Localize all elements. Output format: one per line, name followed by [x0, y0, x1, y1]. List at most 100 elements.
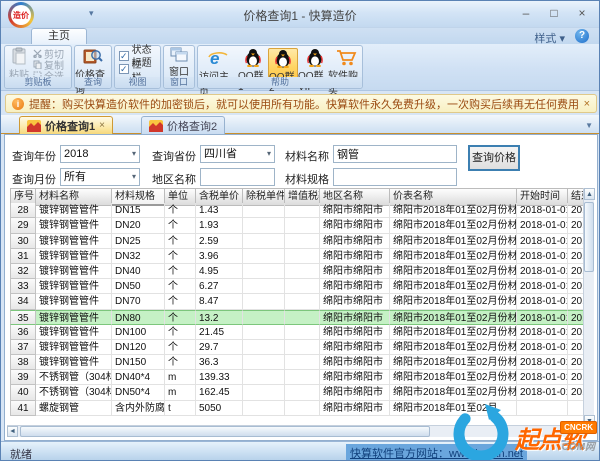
table-cell[interactable]: 绵阳市绵阳市 — [320, 355, 390, 371]
table-cell[interactable] — [285, 218, 320, 234]
table-cell[interactable]: DN20 — [112, 218, 165, 234]
column-header[interactable]: 价表名称 — [390, 188, 517, 206]
table-cell[interactable]: DN40*4 — [112, 370, 165, 386]
table-cell[interactable]: 绵阳市2018年01至02月 — [390, 400, 517, 416]
table-cell[interactable] — [285, 233, 320, 249]
row-number-cell[interactable]: 32 — [10, 263, 36, 280]
scroll-left-icon[interactable]: ◄ — [7, 426, 18, 437]
table-cell[interactable]: DN40 — [112, 263, 165, 280]
scroll-down-icon[interactable]: ▼ — [584, 415, 595, 427]
table-cell[interactable] — [243, 385, 285, 401]
visit-homepage-button[interactable]: e 访问主页 — [199, 48, 237, 98]
table-row[interactable]: 38 镀锌钢管管件 DN150 个 36.3 绵阳市绵阳市 绵阳市2018年01至02月份材… — [10, 355, 585, 371]
vertical-scrollbar[interactable]: ▲ ▼ — [583, 188, 595, 427]
table-cell[interactable]: 镀锌钢管管件 — [36, 309, 112, 325]
table-cell[interactable] — [285, 400, 320, 416]
table-cell[interactable]: 2018-01-01 — [517, 370, 568, 386]
column-header[interactable]: 材料规格 — [112, 188, 165, 206]
table-cell[interactable] — [285, 324, 320, 340]
table-cell[interactable]: 绵阳市2018年01至02月份材料信息 — [390, 370, 517, 386]
table-cell[interactable]: 不锈钢管（304材... — [36, 385, 112, 401]
table-cell[interactable]: 绵阳市绵阳市 — [320, 370, 390, 386]
table-cell[interactable] — [243, 400, 285, 416]
title-bar-checkbox[interactable]: ✓ 标题栏 — [119, 57, 152, 84]
table-cell[interactable] — [243, 294, 285, 310]
table-cell[interactable]: 个 — [165, 263, 196, 280]
table-cell[interactable] — [285, 355, 320, 371]
table-cell[interactable]: DN32 — [112, 248, 165, 264]
month-select[interactable]: 所有 ▾ — [60, 168, 140, 186]
table-cell[interactable] — [243, 309, 285, 325]
table-cell[interactable]: DN25 — [112, 233, 165, 249]
table-cell[interactable]: m — [165, 370, 196, 386]
row-number-cell[interactable]: 37 — [10, 339, 36, 356]
quick-access-toolbar-icon[interactable]: ▾ — [89, 8, 94, 18]
table-cell[interactable]: 个 — [165, 324, 196, 340]
table-cell[interactable]: 个 — [165, 294, 196, 310]
table-cell[interactable]: 螺旋钢管 — [36, 400, 112, 416]
table-cell[interactable]: 2018-01-01 — [517, 248, 568, 264]
price-query-button[interactable]: 价格查询 — [75, 47, 111, 96]
table-cell[interactable]: 镀锌钢管管件 — [36, 248, 112, 264]
material-spec-input[interactable] — [333, 168, 457, 186]
table-cell[interactable] — [243, 233, 285, 249]
column-header[interactable]: 地区名称 — [320, 188, 390, 206]
tab-list-dropdown-icon[interactable]: ▼ — [585, 121, 593, 130]
table-cell[interactable]: 8.47 — [196, 294, 243, 310]
table-cell[interactable]: 镀锌钢管管件 — [36, 324, 112, 340]
row-number-cell[interactable]: 30 — [10, 233, 36, 249]
table-cell[interactable]: 绵阳市绵阳市 — [320, 309, 390, 325]
table-cell[interactable]: 139.33 — [196, 370, 243, 386]
style-dropdown[interactable]: 样式 ▾ — [534, 33, 565, 45]
row-number-cell[interactable]: 39 — [10, 370, 36, 386]
table-cell[interactable]: 个 — [165, 339, 196, 356]
table-cell[interactable]: 个 — [165, 355, 196, 371]
table-cell[interactable]: 绵阳市绵阳市 — [320, 400, 390, 416]
province-select[interactable]: 四川省 ▾ — [200, 145, 275, 163]
column-header[interactable]: 含税单价 — [196, 188, 243, 206]
minimize-button[interactable]: – — [522, 6, 530, 20]
table-cell[interactable]: 不锈钢管（304材... — [36, 370, 112, 386]
table-cell[interactable] — [285, 370, 320, 386]
table-cell[interactable]: 2018-01-01 — [517, 355, 568, 371]
table-cell[interactable]: 绵阳市2018年01至02月份材料信息 — [390, 279, 517, 295]
table-cell[interactable]: 镀锌钢管管件 — [36, 233, 112, 249]
table-cell[interactable]: DN100 — [112, 324, 165, 340]
column-header[interactable]: 材料名称 — [36, 188, 112, 206]
table-cell[interactable]: 绵阳市绵阳市 — [320, 218, 390, 234]
table-cell[interactable]: 3.96 — [196, 248, 243, 264]
table-cell[interactable]: 镀锌钢管管件 — [36, 294, 112, 310]
table-cell[interactable]: 绵阳市绵阳市 — [320, 263, 390, 280]
table-cell[interactable]: 绵阳市绵阳市 — [320, 279, 390, 295]
table-cell[interactable]: 2018-01-01 — [517, 279, 568, 295]
table-cell[interactable]: 镀锌钢管管件 — [36, 355, 112, 371]
table-cell[interactable]: 绵阳市2018年01至02月份材料信息 — [390, 355, 517, 371]
table-cell[interactable]: 162.45 — [196, 385, 243, 401]
doc-tab-2[interactable]: 价格查询2 — [141, 116, 226, 134]
table-cell[interactable]: t — [165, 400, 196, 416]
window-button[interactable]: 窗口 ▾ — [164, 47, 194, 84]
query-price-button[interactable]: 查询价格 — [468, 145, 520, 171]
table-cell[interactable] — [517, 400, 568, 416]
row-number-cell[interactable]: 34 — [10, 294, 36, 310]
paste-button[interactable]: 粘贴 — [5, 47, 33, 81]
table-cell[interactable]: 2018-01-01 — [517, 324, 568, 340]
table-cell[interactable]: 6.27 — [196, 279, 243, 295]
column-header[interactable]: 除税单件 — [243, 188, 285, 206]
table-cell[interactable]: 个 — [165, 233, 196, 249]
table-cell[interactable]: 个 — [165, 248, 196, 264]
row-number-cell[interactable]: 40 — [10, 385, 36, 401]
table-cell[interactable] — [243, 203, 285, 219]
row-number-cell[interactable]: 29 — [10, 218, 36, 234]
table-cell[interactable]: 绵阳市2018年01至02月份材料信息 — [390, 339, 517, 356]
table-cell[interactable] — [285, 203, 320, 219]
table-cell[interactable]: DN120 — [112, 339, 165, 356]
table-cell[interactable]: 2.59 — [196, 233, 243, 249]
table-cell[interactable]: 29.7 — [196, 339, 243, 356]
